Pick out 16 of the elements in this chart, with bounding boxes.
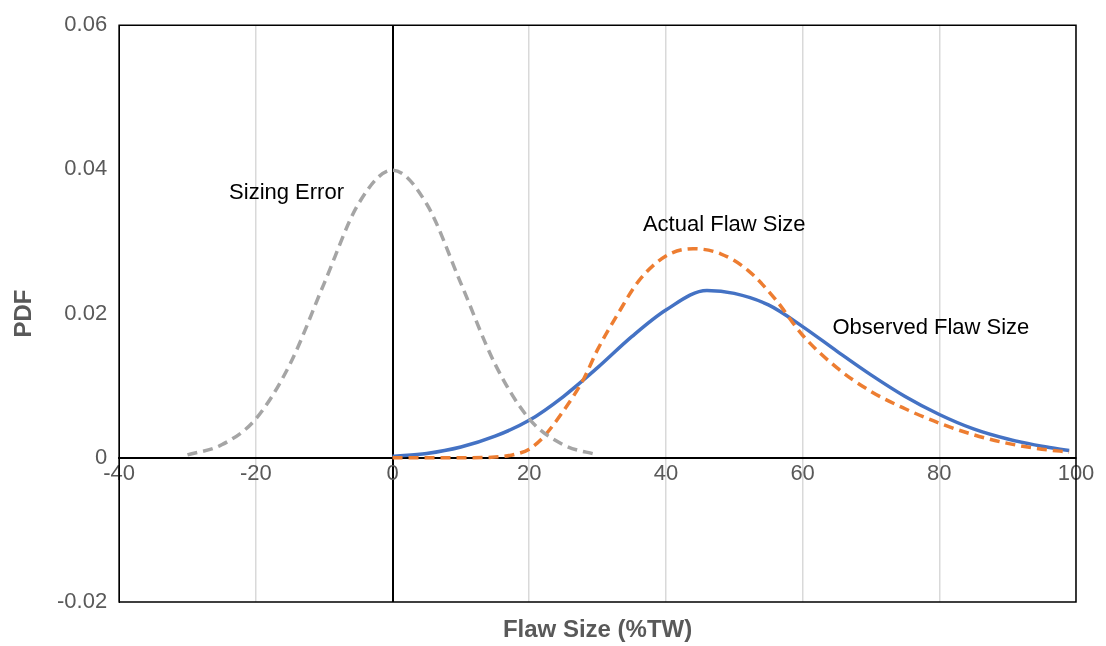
x-tick-label: 80 (927, 460, 952, 486)
series-label: Sizing Error (229, 179, 344, 205)
x-tick-label: -20 (239, 460, 272, 486)
x-tick-label: 20 (516, 460, 542, 486)
y-tick-label: -0.02 (56, 588, 108, 614)
y-axis-title: PDF (8, 289, 36, 338)
y-tick-label: 0.02 (64, 299, 108, 325)
y-tick-label: 0.06 (64, 11, 108, 37)
series-label: Observed Flaw Size (832, 313, 1030, 339)
line-series (390, 288, 1071, 459)
y-tick-label: 0 (94, 443, 108, 469)
series-label: Actual Flaw Size (642, 210, 806, 236)
x-tick-label: 60 (790, 460, 815, 486)
x-axis-title: Flaw Size (%TW) (502, 614, 693, 642)
y-tick-label: 0.04 (64, 155, 108, 181)
x-tick-label: 40 (653, 460, 679, 486)
